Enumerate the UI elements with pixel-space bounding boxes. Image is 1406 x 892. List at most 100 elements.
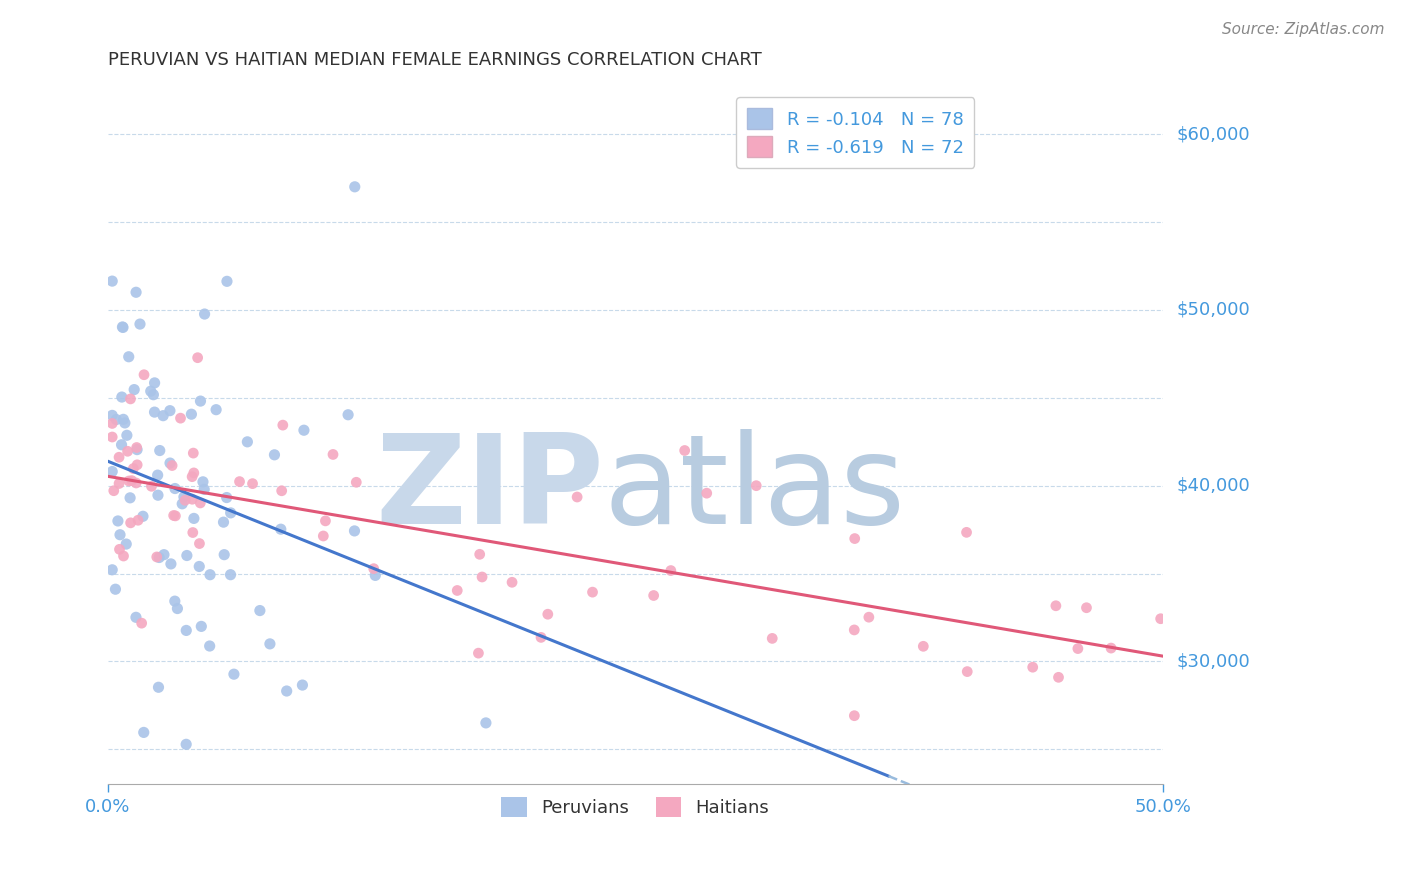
Point — [1149, 612, 1171, 626]
Point — [183, 511, 205, 525]
Point — [122, 461, 145, 475]
Point — [101, 409, 124, 423]
Point — [132, 509, 155, 524]
Point — [219, 506, 242, 520]
Point — [105, 412, 128, 426]
Point — [259, 637, 281, 651]
Point — [117, 444, 139, 458]
Point — [270, 483, 292, 498]
Point — [101, 417, 124, 431]
Point — [212, 548, 235, 562]
Point — [912, 640, 935, 654]
Point — [122, 383, 145, 397]
Point — [111, 390, 134, 404]
Text: $30,000: $30,000 — [1177, 652, 1250, 671]
Point — [471, 570, 494, 584]
Point — [215, 491, 238, 505]
Point — [337, 408, 360, 422]
Point — [121, 474, 143, 488]
Point — [146, 488, 169, 502]
Point — [129, 317, 152, 331]
Point — [188, 559, 211, 574]
Point — [143, 405, 166, 419]
Point — [143, 376, 166, 390]
Legend: Peruvians, Haitians: Peruvians, Haitians — [494, 789, 776, 824]
Point — [118, 350, 141, 364]
Point — [181, 469, 204, 483]
Point — [174, 624, 197, 638]
Point — [132, 368, 155, 382]
Point — [181, 525, 204, 540]
Point — [673, 443, 696, 458]
Point — [467, 646, 489, 660]
Point — [153, 548, 176, 562]
Point — [112, 412, 135, 426]
Point — [145, 549, 167, 564]
Point — [312, 529, 335, 543]
Point — [160, 557, 183, 571]
Point — [363, 562, 385, 576]
Point — [844, 532, 866, 546]
Point — [110, 438, 132, 452]
Point — [118, 474, 141, 488]
Point — [190, 619, 212, 633]
Point — [956, 665, 979, 679]
Point — [125, 475, 148, 490]
Point — [193, 483, 215, 497]
Point — [659, 564, 682, 578]
Point — [108, 527, 131, 541]
Point — [188, 536, 211, 550]
Point — [111, 320, 134, 334]
Point — [148, 550, 170, 565]
Point — [191, 475, 214, 489]
Point — [314, 514, 336, 528]
Point — [643, 589, 665, 603]
Point — [1045, 599, 1067, 613]
Point — [142, 388, 165, 402]
Point — [159, 456, 181, 470]
Point — [263, 448, 285, 462]
Point — [215, 274, 238, 288]
Point — [169, 411, 191, 425]
Point — [858, 610, 880, 624]
Point — [198, 639, 221, 653]
Point — [745, 478, 768, 492]
Point — [120, 516, 142, 530]
Point — [198, 567, 221, 582]
Point — [125, 441, 148, 455]
Point — [181, 492, 204, 507]
Point — [107, 514, 129, 528]
Point — [132, 725, 155, 739]
Point — [183, 466, 205, 480]
Point — [212, 515, 235, 529]
Point — [190, 394, 212, 409]
Point — [181, 446, 204, 460]
Point — [565, 490, 588, 504]
Point — [187, 351, 209, 365]
Point — [696, 486, 718, 500]
Point — [101, 465, 124, 479]
Text: Source: ZipAtlas.com: Source: ZipAtlas.com — [1222, 22, 1385, 37]
Text: $50,000: $50,000 — [1177, 301, 1250, 318]
Point — [120, 491, 142, 505]
Point — [844, 623, 866, 637]
Point — [159, 403, 181, 417]
Point — [176, 549, 198, 563]
Point — [271, 418, 294, 433]
Point — [343, 179, 366, 194]
Point — [501, 575, 523, 590]
Point — [101, 563, 124, 577]
Point — [103, 483, 125, 498]
Point — [125, 285, 148, 300]
Point — [344, 475, 367, 490]
Point — [148, 680, 170, 694]
Point — [475, 715, 498, 730]
Point — [152, 409, 174, 423]
Point — [581, 585, 603, 599]
Point — [115, 537, 138, 551]
Point — [149, 443, 172, 458]
Point — [322, 447, 344, 461]
Point — [108, 450, 131, 465]
Point — [163, 508, 186, 523]
Point — [120, 392, 142, 406]
